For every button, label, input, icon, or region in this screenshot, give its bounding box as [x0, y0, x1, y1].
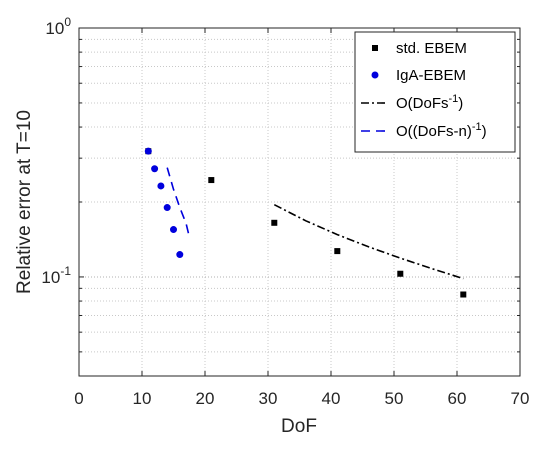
x-tick-label: 20	[196, 389, 215, 408]
legend-label: std. EBEM	[396, 40, 467, 57]
x-tick-label: 60	[448, 389, 467, 408]
data-point-circle	[144, 147, 152, 155]
data-point-circle	[157, 182, 165, 190]
x-tick-label: 30	[259, 389, 278, 408]
y-tick-label: 100	[45, 15, 71, 38]
data-point-circle	[176, 251, 184, 259]
data-point-square	[271, 219, 278, 226]
legend-label: IgA-EBEM	[396, 67, 466, 84]
legend-label: O(DoFs-1)	[396, 93, 463, 112]
legend: std. EBEM IgA-EBEM O(DoFs-1) O((DoFs-n)-1)	[354, 31, 516, 153]
y-tick-label: 10-1	[41, 264, 71, 287]
x-tick-labels: 0 10 20 30 40 50 60 70	[74, 389, 529, 408]
legend-label: O((DoFs-n)-1)	[396, 121, 487, 140]
series-layer	[144, 147, 467, 298]
data-point-square	[334, 248, 341, 255]
y-axis-label: Relative error at T=10	[14, 110, 35, 294]
series-line	[273, 203, 464, 280]
legend-square-marker	[372, 45, 378, 51]
data-point-square	[208, 177, 215, 184]
x-axis-label: DoF	[281, 416, 317, 437]
series-line	[166, 167, 191, 237]
x-tick-label: 50	[385, 389, 404, 408]
x-tick-label: 70	[511, 389, 530, 408]
data-point-circle	[163, 204, 171, 212]
y-tick-labels: 10-1 100	[41, 15, 71, 287]
data-point-circle	[170, 226, 177, 234]
x-tick-label: 40	[322, 389, 341, 408]
plot-area-border	[78, 27, 521, 377]
data-point-circle	[151, 165, 159, 173]
legend-box	[354, 31, 516, 153]
data-point-square	[460, 291, 467, 298]
data-point-square	[397, 270, 404, 277]
x-tick-label: 10	[133, 389, 152, 408]
x-tick-label: 0	[74, 389, 83, 408]
legend-circle-marker	[371, 71, 379, 79]
